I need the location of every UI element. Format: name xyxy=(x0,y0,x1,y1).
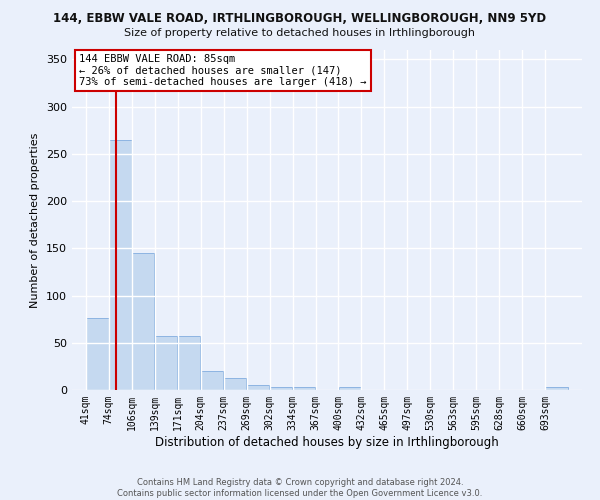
Y-axis label: Number of detached properties: Number of detached properties xyxy=(31,132,40,308)
Bar xyxy=(545,387,568,390)
Bar xyxy=(86,318,109,390)
Bar xyxy=(247,386,269,390)
X-axis label: Distribution of detached houses by size in Irthlingborough: Distribution of detached houses by size … xyxy=(155,436,499,448)
Text: 144, EBBW VALE ROAD, IRTHLINGBOROUGH, WELLINGBOROUGH, NN9 5YD: 144, EBBW VALE ROAD, IRTHLINGBOROUGH, WE… xyxy=(53,12,547,26)
Bar xyxy=(339,387,361,390)
Bar xyxy=(293,387,315,390)
Bar xyxy=(178,336,200,390)
Bar xyxy=(109,140,131,390)
Text: Size of property relative to detached houses in Irthlingborough: Size of property relative to detached ho… xyxy=(125,28,476,38)
Text: Contains HM Land Registry data © Crown copyright and database right 2024.
Contai: Contains HM Land Registry data © Crown c… xyxy=(118,478,482,498)
Bar xyxy=(224,378,247,390)
Text: 144 EBBW VALE ROAD: 85sqm
← 26% of detached houses are smaller (147)
73% of semi: 144 EBBW VALE ROAD: 85sqm ← 26% of detac… xyxy=(79,54,367,87)
Bar xyxy=(201,371,223,390)
Bar xyxy=(270,387,292,390)
Bar xyxy=(132,253,154,390)
Bar xyxy=(155,336,178,390)
